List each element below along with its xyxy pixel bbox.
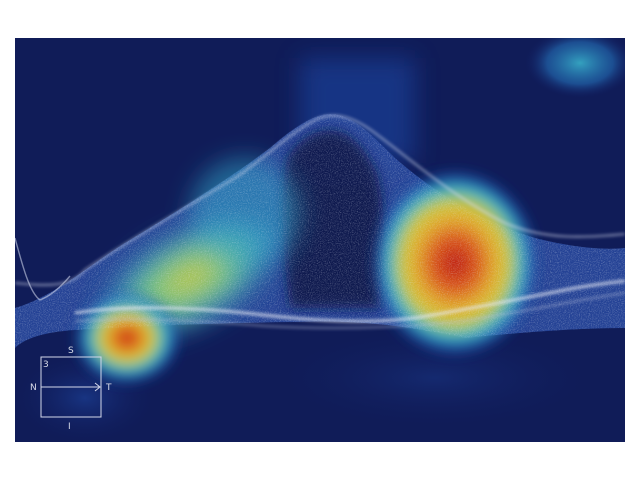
orientation-indicator: S I N T 3: [30, 346, 112, 432]
nasal-label: N: [30, 383, 37, 393]
oct-image-frame: S I N T 3: [15, 38, 625, 442]
superior-label: S: [68, 346, 74, 356]
oct-heatmap-image: [15, 38, 625, 442]
slice-number: 3: [43, 360, 49, 370]
temporal-label: T: [105, 383, 112, 393]
inferior-label: I: [68, 422, 71, 432]
